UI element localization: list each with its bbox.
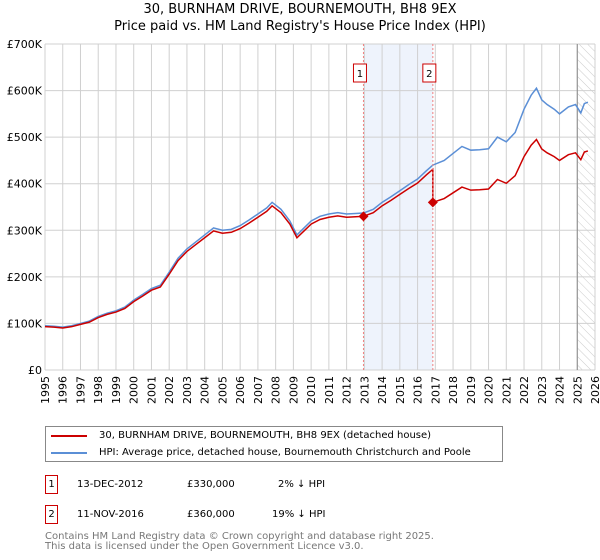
y-tick-label: £600K bbox=[7, 85, 43, 98]
sale-badge: 2 bbox=[45, 505, 58, 524]
x-tick-label: 2013 bbox=[358, 376, 371, 404]
x-tick-label: 2018 bbox=[447, 376, 460, 404]
x-tick-label: 2003 bbox=[181, 376, 194, 404]
sale-period-shading bbox=[363, 44, 433, 370]
x-tick-label: 2024 bbox=[554, 376, 567, 404]
x-tick-label: 2010 bbox=[305, 376, 318, 404]
x-tick-label: 2007 bbox=[252, 376, 265, 404]
x-tick-label: 2004 bbox=[199, 376, 212, 404]
chart-subtitle: Price paid vs. HM Land Registry's House … bbox=[114, 19, 486, 34]
y-tick-label: £400K bbox=[7, 178, 43, 191]
sale-row: 2 11-NOV-2016 £360,000 19% ↓ HPI bbox=[45, 505, 325, 524]
legend-price-label: 30, BURNHAM DRIVE, BOURNEMOUTH, BH8 9EX … bbox=[99, 430, 432, 441]
x-tick-label: 1996 bbox=[57, 376, 70, 404]
x-tick-label: 2019 bbox=[465, 376, 478, 404]
sale-point bbox=[427, 197, 438, 208]
x-tick-label: 2005 bbox=[216, 376, 229, 404]
x-tick-label: 1999 bbox=[110, 376, 123, 404]
y-tick-label: £500K bbox=[7, 131, 43, 144]
sale-badge: 1 bbox=[45, 475, 58, 494]
sale-date: 11-NOV-2016 bbox=[77, 509, 144, 520]
y-tick-label: £100K bbox=[7, 317, 43, 330]
footer: Contains HM Land Registry data © Crown c… bbox=[45, 532, 434, 552]
forecast-hatch bbox=[577, 44, 595, 370]
x-tick-label: 1997 bbox=[74, 376, 87, 404]
sale-date: 13-DEC-2012 bbox=[77, 479, 144, 490]
sale-hpi-diff: 2% ↓ HPI bbox=[278, 479, 326, 490]
x-tick-label: 2016 bbox=[412, 376, 425, 404]
legend-red-line bbox=[51, 434, 87, 437]
sale-point bbox=[358, 211, 369, 222]
footer-line-2: This data is licensed under the Open Gov… bbox=[45, 541, 364, 552]
x-tick-label: 2021 bbox=[500, 376, 513, 404]
x-tick-label: 2006 bbox=[234, 376, 247, 404]
legend-hpi-label: HPI: Average price, detached house, Bour… bbox=[99, 447, 471, 458]
price-line bbox=[44, 138, 589, 329]
x-tick-label: 2008 bbox=[270, 376, 283, 404]
footer-line-1: Contains HM Land Registry data © Crown c… bbox=[45, 531, 434, 542]
x-tick-label: 2002 bbox=[163, 376, 176, 404]
x-tick-label: 1998 bbox=[92, 376, 105, 404]
y-tick-label: £300K bbox=[7, 224, 43, 237]
hpi-line bbox=[44, 86, 589, 328]
x-tick-label: 2014 bbox=[376, 376, 389, 404]
sale-label-box bbox=[422, 63, 437, 83]
x-tick-label: 2025 bbox=[571, 376, 584, 404]
sale-label: 2 bbox=[426, 69, 432, 80]
x-tick-label: 2020 bbox=[483, 376, 496, 404]
x-tick-label: 2023 bbox=[536, 376, 549, 404]
sale-label-box bbox=[352, 63, 367, 83]
x-tick-label: 2009 bbox=[287, 376, 300, 404]
x-tick-label: 1995 bbox=[39, 376, 52, 404]
x-tick-label: 2026 bbox=[589, 376, 600, 404]
x-tick-label: 2011 bbox=[323, 376, 336, 404]
y-tick-label: £200K bbox=[7, 271, 43, 284]
y-tick-label: £700K bbox=[7, 38, 43, 51]
x-tick-label: 2012 bbox=[341, 376, 354, 404]
chart-area: 1995 1996 1997 1998 1999 2000 2001 2002 2003 2004… bbox=[7, 38, 600, 404]
x-tick-label: 2000 bbox=[128, 376, 141, 404]
x-tick-label: 2022 bbox=[518, 376, 531, 404]
sale-hpi-diff: 19% ↓ HPI bbox=[272, 509, 326, 520]
chart-title: 30, BURNHAM DRIVE, BOURNEMOUTH, BH8 9EX bbox=[143, 2, 457, 17]
sale-price: £360,000 bbox=[187, 509, 235, 520]
x-tick-label: 2001 bbox=[145, 376, 158, 404]
y-tick-label: £0 bbox=[28, 364, 42, 377]
legend-blue-line bbox=[51, 451, 87, 454]
sale-row: 1 13-DEC-2012 £330,000 2% ↓ HPI bbox=[45, 475, 325, 494]
x-tick-label: 2015 bbox=[394, 376, 407, 404]
sale-price: £330,000 bbox=[187, 479, 235, 490]
x-tick-label: 2017 bbox=[429, 376, 442, 404]
legend: 30, BURNHAM DRIVE, BOURNEMOUTH, BH8 9EX … bbox=[45, 426, 503, 462]
sale-label: 1 bbox=[357, 69, 363, 80]
